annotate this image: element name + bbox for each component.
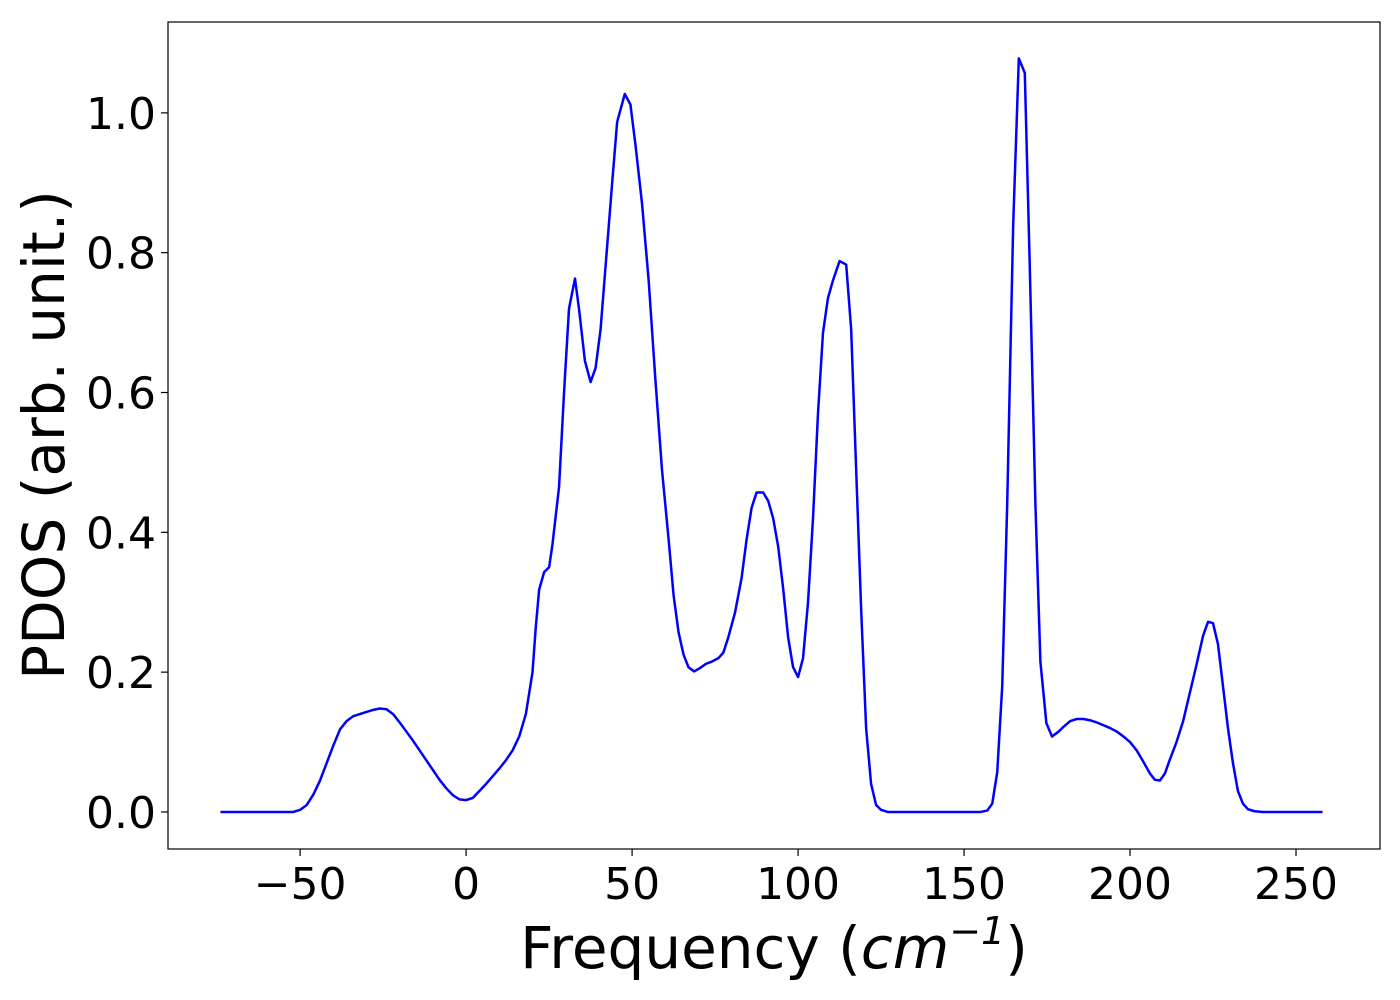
x-tick-label: 250 <box>1254 859 1338 910</box>
x-tick-label: 0 <box>452 859 480 910</box>
x-tick-label: −50 <box>254 859 347 910</box>
x-label-part: ) <box>1005 914 1028 982</box>
y-axis-label: PDOS (arb. unit.) <box>10 190 78 680</box>
y-tick-label: 0.4 <box>86 508 156 559</box>
y-tick-label: 0.8 <box>86 229 156 280</box>
y-tick-label: 0.6 <box>86 369 156 420</box>
x-axis-label: Frequency (cm−1) <box>520 909 1028 982</box>
x-tick-label: 150 <box>922 859 1006 910</box>
x-label-part: cm <box>861 914 949 982</box>
y-tick-label: 1.0 <box>86 89 156 140</box>
x-tick-label: 100 <box>756 859 840 910</box>
x-tick-label: 200 <box>1088 859 1172 910</box>
data-line <box>220 57 1323 814</box>
x-label-part: −1 <box>949 909 1005 953</box>
x-tick-label: 50 <box>604 859 660 910</box>
y-tick-label: 0.0 <box>86 788 156 839</box>
plot-frame <box>167 21 1381 850</box>
x-label-part: Frequency ( <box>520 914 861 982</box>
y-tick-label: 0.2 <box>86 648 156 699</box>
